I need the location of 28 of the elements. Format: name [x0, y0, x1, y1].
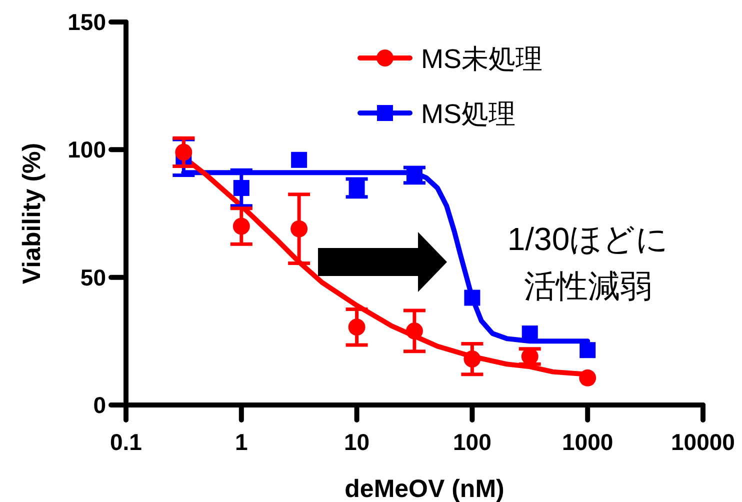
point — [291, 152, 308, 168]
annotation: 1/30ほどに — [507, 221, 669, 257]
point — [406, 322, 423, 340]
point — [233, 180, 250, 196]
point — [464, 290, 480, 306]
x-tick-label: 1000 — [562, 429, 614, 455]
y-tick-label: 150 — [68, 9, 106, 35]
point — [406, 167, 422, 184]
legend-label: MS処理 — [421, 99, 516, 129]
point — [464, 350, 481, 368]
y-tick-label: 50 — [80, 264, 106, 290]
x-tick-label: 10 — [344, 429, 370, 455]
point — [348, 318, 366, 336]
point — [232, 218, 250, 235]
x-tick-label: 1 — [235, 429, 248, 455]
y-axis-title: Viability (%) — [18, 142, 46, 284]
x-tick-label: 100 — [453, 429, 492, 455]
point — [580, 342, 596, 358]
x-tick-label: 0.1 — [110, 429, 142, 455]
y-tick-label: 0 — [93, 392, 106, 418]
y-tick-label: 100 — [68, 136, 106, 163]
annotation: 活性減弱 — [524, 268, 652, 304]
point — [175, 144, 192, 161]
point — [579, 369, 596, 386]
x-tick-label: 10000 — [671, 429, 735, 455]
point — [290, 220, 308, 238]
legend-label: MS未処理 — [421, 44, 542, 74]
x-axis-title: deMeOV (nM) — [344, 475, 504, 502]
